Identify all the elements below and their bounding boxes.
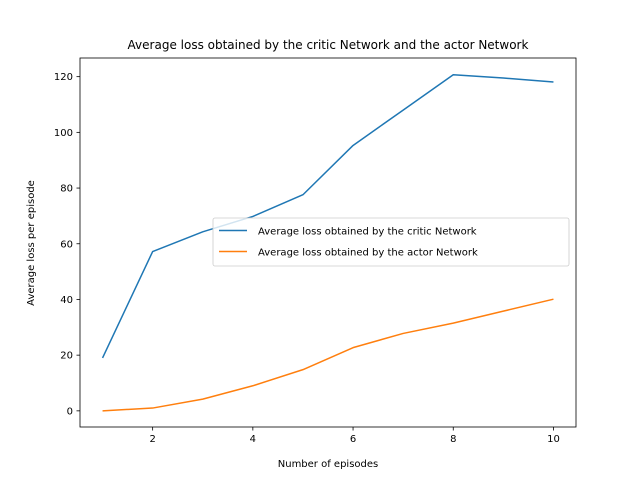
plot-frame	[79, 57, 577, 428]
series-lines	[101, 73, 554, 412]
legend-label: Average loss obtained by the critic Netw…	[258, 227, 477, 238]
x-axis-label: Number of episodes	[278, 459, 378, 470]
y-tick-label: 100	[54, 128, 73, 139]
x-tick-label: 10	[547, 434, 560, 445]
y-tick-label: 120	[54, 72, 73, 83]
x-tick-label: 8	[450, 434, 456, 445]
x-tick-label: 2	[149, 434, 155, 445]
x-tick-label: 4	[250, 434, 256, 445]
y-tick-label: 80	[60, 184, 73, 195]
y-tick-label: 40	[60, 295, 73, 306]
y-axis-ticks: 0 20 40 60 80 100 120	[54, 72, 80, 417]
legend: Average loss obtained by the critic Netw…	[212, 217, 570, 267]
y-tick-label: 60	[60, 239, 73, 250]
y-tick-label: 0	[67, 406, 73, 417]
chart-title: Average loss obtained by the critic Netw…	[128, 38, 529, 52]
legend-label: Average loss obtained by the actor Netwo…	[258, 248, 478, 259]
legend-box	[212, 217, 570, 267]
y-tick-label: 20	[60, 351, 73, 362]
x-axis-ticks: 2 4 6 8 10	[149, 427, 560, 445]
y-axis-label: Average loss per episode	[26, 180, 37, 306]
series-line-1	[102, 298, 554, 412]
series-line-0	[101, 73, 554, 359]
x-tick-label: 6	[350, 434, 356, 445]
